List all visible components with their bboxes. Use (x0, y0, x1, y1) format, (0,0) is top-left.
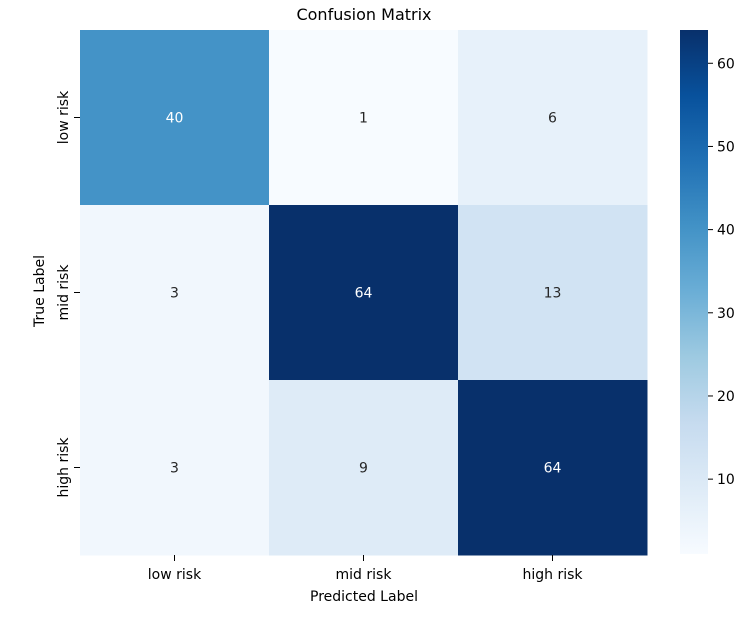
y-axis-label: True Label (32, 255, 48, 328)
heatmap-cell (80, 205, 270, 381)
cell-value-label: 3 (170, 286, 179, 302)
colorbar-tick-label: 60 (717, 56, 735, 72)
cell-value-label: 1 (359, 111, 368, 127)
colorbar-tick-label: 10 (717, 472, 735, 488)
y-tick-label: high risk (56, 437, 72, 498)
colorbar-tick-label: 50 (717, 139, 735, 155)
x-axis-ticks: low risk mid risk high risk (148, 555, 583, 583)
heatmap-cell (80, 380, 270, 556)
heatmap-cell (269, 205, 459, 381)
heatmap-cells (80, 30, 648, 556)
heatmap-cell-labels: 40 1 6 3 64 13 3 9 64 (166, 111, 562, 477)
heatmap-cell (269, 30, 459, 206)
cell-value-label: 64 (544, 461, 562, 477)
colorbar-tick-label: 20 (717, 389, 735, 405)
y-axis-ticks: low risk mid risk high risk (56, 90, 80, 498)
cell-value-label: 6 (548, 111, 557, 127)
y-tick-label: low risk (56, 90, 72, 144)
colorbar-tick-label: 30 (717, 306, 735, 322)
colorbar-ticks: 10 20 30 40 50 60 (708, 56, 735, 488)
colorbar-tick-label: 40 (717, 223, 735, 239)
cell-value-label: 3 (170, 461, 179, 477)
cell-value-label: 9 (359, 461, 368, 477)
heatmap-cell (269, 380, 459, 556)
heatmap-cell (458, 205, 648, 381)
cell-value-label: 40 (166, 111, 184, 127)
heatmap-cell (458, 380, 648, 556)
cell-value-label: 13 (544, 286, 562, 302)
colorbar (680, 30, 708, 554)
chart-title: Confusion Matrix (296, 5, 431, 24)
x-tick-label: low risk (148, 567, 202, 583)
x-axis-label: Predicted Label (310, 589, 418, 605)
heatmap-cell (458, 30, 648, 206)
x-tick-label: high risk (522, 567, 583, 583)
y-tick-label: mid risk (56, 264, 72, 321)
heatmap-cell (80, 30, 270, 206)
x-tick-label: mid risk (336, 567, 393, 583)
cell-value-label: 64 (355, 286, 373, 302)
